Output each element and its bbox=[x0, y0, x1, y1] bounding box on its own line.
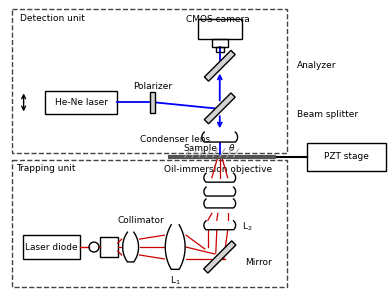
Text: PZT stage: PZT stage bbox=[324, 153, 369, 161]
Bar bbox=[307, 143, 386, 171]
Polygon shape bbox=[202, 132, 238, 142]
Bar bbox=[100, 237, 118, 257]
Text: L$_2$: L$_2$ bbox=[241, 221, 252, 233]
Text: Laser diode: Laser diode bbox=[25, 242, 78, 252]
Bar bbox=[45, 91, 117, 114]
Polygon shape bbox=[204, 199, 236, 208]
Polygon shape bbox=[204, 187, 236, 196]
Bar bbox=[212, 39, 228, 47]
Bar bbox=[23, 235, 80, 259]
Text: L$_1$: L$_1$ bbox=[170, 275, 181, 287]
Polygon shape bbox=[204, 93, 235, 124]
Polygon shape bbox=[204, 50, 235, 81]
Text: Collimator: Collimator bbox=[117, 216, 164, 225]
Text: He-Ne laser: He-Ne laser bbox=[55, 98, 108, 107]
Bar bbox=[12, 9, 287, 153]
Text: Beam splitter: Beam splitter bbox=[297, 110, 358, 119]
Polygon shape bbox=[150, 91, 155, 113]
Polygon shape bbox=[204, 241, 236, 273]
Text: Detection unit: Detection unit bbox=[20, 14, 85, 23]
Text: Oil-immersion objective: Oil-immersion objective bbox=[164, 165, 272, 174]
Polygon shape bbox=[204, 221, 236, 230]
Text: Polarizer: Polarizer bbox=[133, 82, 172, 91]
Polygon shape bbox=[165, 225, 185, 269]
Bar bbox=[12, 160, 287, 287]
Text: Mirror: Mirror bbox=[246, 258, 272, 267]
Bar bbox=[198, 19, 241, 39]
Text: Condenser lens: Condenser lens bbox=[140, 135, 210, 144]
Bar bbox=[216, 47, 224, 52]
Text: Sample: Sample bbox=[183, 144, 217, 153]
Text: Trapping unit: Trapping unit bbox=[16, 164, 75, 173]
Polygon shape bbox=[123, 232, 138, 262]
Polygon shape bbox=[204, 173, 236, 182]
Text: Analyzer: Analyzer bbox=[297, 61, 337, 70]
Text: CMOS camera: CMOS camera bbox=[186, 15, 250, 24]
Text: $\theta$: $\theta$ bbox=[228, 142, 235, 153]
